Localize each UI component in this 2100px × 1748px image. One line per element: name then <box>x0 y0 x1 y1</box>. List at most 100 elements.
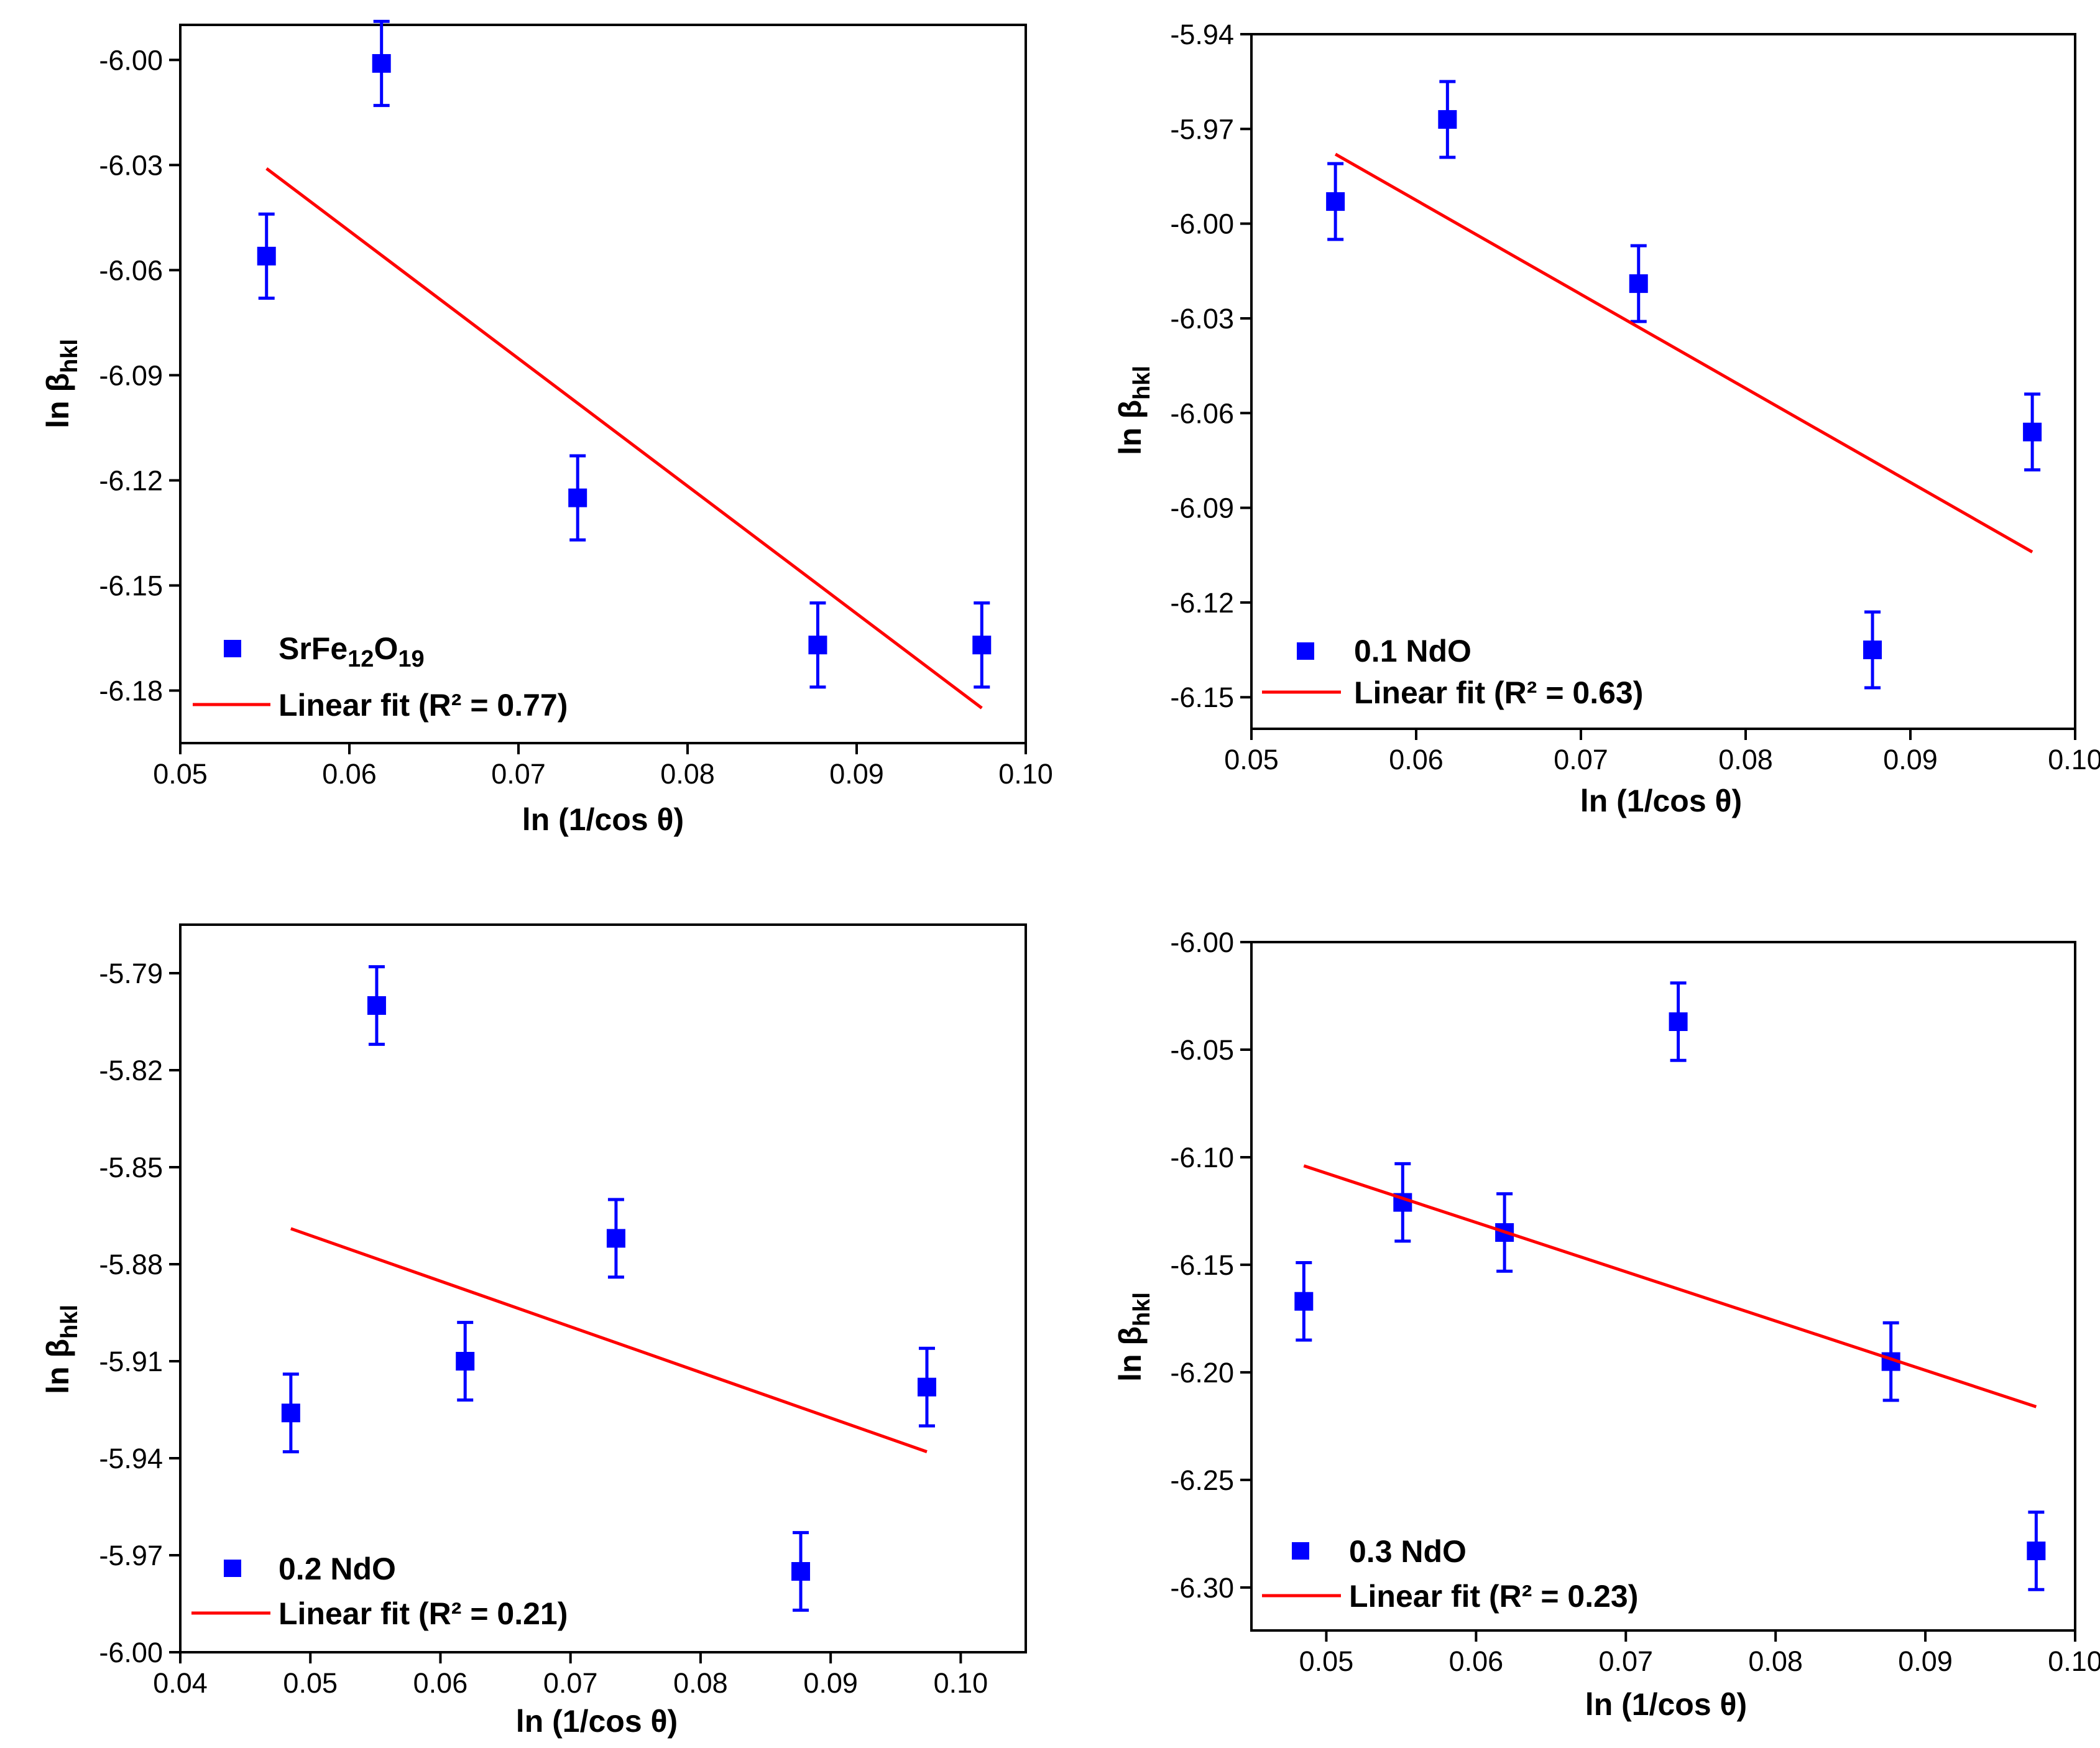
x-tick-label: 0.10 <box>2048 1645 2100 1677</box>
data-markers <box>257 53 992 655</box>
error-bars <box>258 19 990 689</box>
data-point <box>2027 1542 2046 1561</box>
y-tick-label: -5.91 <box>99 1346 163 1377</box>
y-axis-title: ln βhkl <box>1113 366 1155 455</box>
y-tick-label: -5.94 <box>99 1443 163 1474</box>
y-tick-label: -6.12 <box>99 465 163 496</box>
y-tick-label: -5.88 <box>99 1249 163 1280</box>
x-tick-label: 0.05 <box>283 1667 338 1699</box>
x-tick-label: 0.05 <box>1299 1645 1354 1677</box>
data-point <box>1326 192 1345 211</box>
y-tick-label: -5.85 <box>99 1152 163 1183</box>
y-tick-label: -6.15 <box>1170 1249 1234 1281</box>
y-tick-label: -6.00 <box>99 1637 163 1668</box>
data-point <box>568 488 587 507</box>
error-bars <box>1327 80 2041 690</box>
x-tick-label: 0.07 <box>491 758 546 790</box>
data-point <box>1863 640 1882 660</box>
y-ticks: -6.00 -6.03 -6.06 -6.09 -6.12 -6.15 -6.18 <box>99 44 180 706</box>
y-tick-label: -6.09 <box>1170 492 1234 524</box>
y-tick-label: -6.25 <box>1170 1464 1234 1496</box>
fit-line <box>290 1227 928 1453</box>
x-axis-title: ln (1/cos θ) <box>1580 784 1742 818</box>
x-tick-label: 0.08 <box>1748 1645 1803 1677</box>
x-axis-title: ln (1/cos θ) <box>522 802 684 837</box>
plot-frame <box>179 923 1027 1653</box>
data-point <box>606 1229 625 1248</box>
y-axis-title-subscript: hkl <box>57 1305 83 1339</box>
y-axis-title-subscript: hkl <box>1129 366 1155 400</box>
data-point <box>1669 1012 1688 1031</box>
y-tick-label: -6.18 <box>99 675 163 706</box>
data-point <box>972 636 992 655</box>
y-tick-label: -6.06 <box>1170 397 1234 429</box>
y-axis-title: ln βhkl <box>40 339 83 428</box>
x-tick-label: 0.10 <box>2048 744 2100 775</box>
plot-frame <box>1250 941 2076 1632</box>
y-axis-title-main: ln β <box>1113 1326 1148 1382</box>
data-point <box>456 1352 475 1371</box>
x-tick-label: 0.09 <box>1883 744 1938 775</box>
data-markers <box>281 996 936 1581</box>
x-tick-label: 0.08 <box>1718 744 1773 775</box>
y-ticks: -5.79 -5.82 -5.85 -5.88 -5.91 -5.94 -5.97 -6.00 <box>99 958 180 1668</box>
x-tick-label: 0.07 <box>1598 1645 1653 1677</box>
legend: 0.2 NdO Linear fit (R² = 0.21) <box>191 1551 568 1631</box>
y-tick-label: -6.05 <box>1170 1034 1234 1066</box>
data-point <box>917 1377 936 1397</box>
y-tick-label: -6.20 <box>1170 1357 1234 1389</box>
y-tick-label: -6.09 <box>99 359 163 391</box>
y-axis-title-main: ln β <box>40 373 75 428</box>
x-tick-label: 0.06 <box>1389 744 1444 775</box>
legend-fit-label: Linear fit (R² = 0.63) <box>1354 675 1643 710</box>
legend-series-label: SrFe12O19 <box>279 631 425 672</box>
y-axis-title-subscript: hkl <box>1129 1292 1155 1326</box>
y-tick-label: -6.00 <box>1170 927 1234 958</box>
data-point <box>1438 110 1457 129</box>
legend-series-label: 0.3 NdO <box>1349 1534 1467 1569</box>
y-tick-label: -5.79 <box>99 958 163 989</box>
legend-series-label: 0.2 NdO <box>279 1551 396 1586</box>
legend-marker <box>224 1560 241 1577</box>
data-point <box>1294 1292 1314 1311</box>
y-axis-title: ln βhkl <box>1113 1292 1155 1382</box>
legend-series-sub2: 19 <box>398 646 424 672</box>
y-tick-label: -6.10 <box>1170 1142 1234 1173</box>
y-axis-title-subscript: hkl <box>57 339 83 373</box>
legend-fit-label: Linear fit (R² = 0.77) <box>279 688 568 723</box>
legend-fit-label: Linear fit (R² = 0.21) <box>279 1596 568 1631</box>
y-tick-label: -6.06 <box>99 254 163 286</box>
data-point <box>1629 274 1648 294</box>
x-tick-label: 0.07 <box>1554 744 1608 775</box>
legend-series-mid: O <box>374 631 398 666</box>
x-tick-label: 0.08 <box>673 1667 728 1699</box>
panel-0-2-ndo: 0.04 0.05 0.06 0.07 0.08 0.09 0.10 -5.79-5.82-… <box>40 923 1027 1739</box>
legend-marker <box>1292 1542 1309 1560</box>
y-tick-label: -6.15 <box>99 570 163 601</box>
y-tick-label: -5.94 <box>1170 19 1234 50</box>
legend-marker <box>1297 642 1314 660</box>
legend: 0.3 NdO Linear fit (R² = 0.23) <box>1262 1534 1638 1614</box>
plot-frame <box>179 24 1027 744</box>
fit-line <box>1303 1164 2037 1408</box>
y-axis-title-main: ln β <box>40 1339 75 1394</box>
x-tick-label: 0.06 <box>322 758 377 790</box>
x-tick-label: 0.10 <box>934 1667 988 1699</box>
legend-series-base: SrFe <box>279 631 348 666</box>
data-point <box>257 246 276 266</box>
data-point <box>2023 422 2042 442</box>
x-tick-label: 0.06 <box>1449 1645 1504 1677</box>
panel-srfe12o19: 0.05 0.06 0.07 0.08 0.09 0.10 -6.00 -6.03 -6.06… <box>40 19 1053 837</box>
x-tick-label: 0.08 <box>660 758 715 790</box>
y-ticks: -6.00 -6.05 -6.10 -6.15 -6.20 -6.25 -6.30 <box>1170 927 1251 1604</box>
x-tick-label: 0.05 <box>1224 744 1279 775</box>
error-bars <box>282 965 935 1612</box>
y-tick-label: -6.03 <box>99 149 163 181</box>
y-tick-label: -6.00 <box>1170 208 1234 240</box>
y-tick-label: -6.15 <box>1170 682 1234 713</box>
panel-0-1-ndo: 0.05 0.06 0.07 0.08 0.09 0.10 -5.94 -5.97 -6.00… <box>1113 19 2100 818</box>
data-point <box>808 636 827 655</box>
y-tick-label: -6.30 <box>1170 1572 1234 1604</box>
data-point <box>367 996 386 1015</box>
y-axis-title-main: ln β <box>1113 400 1148 455</box>
